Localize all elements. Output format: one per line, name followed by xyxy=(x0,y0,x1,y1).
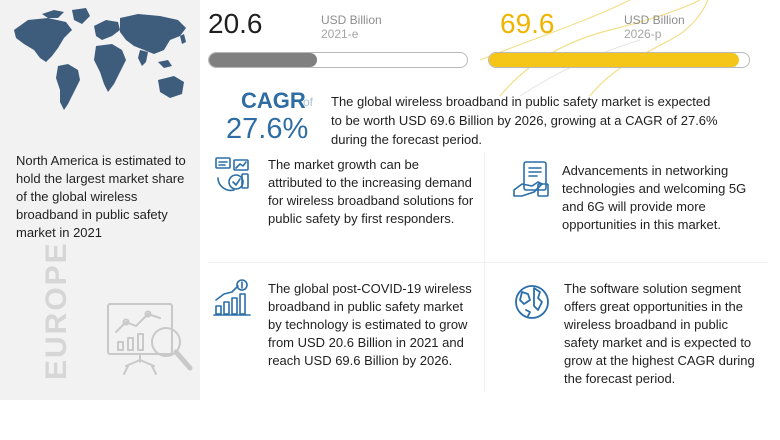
point-software-segment: The software solution segment offers gre… xyxy=(564,281,755,386)
region-highlight: EUROPE xyxy=(40,241,73,380)
networking-technology-icon xyxy=(513,161,549,197)
cagr-value: 27.6% xyxy=(226,113,309,145)
market-value-2021: 20.6 xyxy=(208,8,263,39)
market-period-2026: 2026-p xyxy=(624,27,662,41)
cagr-summary: The global wireless broadband in public … xyxy=(331,94,718,147)
market-bar-2026 xyxy=(488,52,750,68)
point-market-growth: The market growth can be attributed to t… xyxy=(268,157,474,226)
row-divider xyxy=(208,262,768,263)
market-unit-2021: USD Billion xyxy=(321,13,382,27)
decorative-lines xyxy=(479,0,709,96)
cagr-label: CAGR xyxy=(241,88,306,113)
market-bar-fill-2021 xyxy=(209,53,318,67)
data-analysis-icon xyxy=(107,303,193,375)
growth-chart-icon xyxy=(213,279,251,316)
region-description: North America is estimated to hold the l… xyxy=(16,153,186,240)
market-value-2026: 69.6 xyxy=(500,8,555,39)
market-bar-2021 xyxy=(208,52,468,68)
market-bar-fill-2026 xyxy=(489,53,739,67)
world-map xyxy=(14,8,186,110)
market-growth-icon xyxy=(215,157,249,192)
globe-icon xyxy=(515,285,549,319)
market-unit-2026: USD Billion xyxy=(624,13,685,27)
point-networking: Advancements in networking technologies … xyxy=(562,163,747,232)
column-divider xyxy=(484,152,485,392)
region-panel: North America is estimated to hold the l… xyxy=(0,0,200,400)
market-period-2021: 2021-e xyxy=(321,27,359,41)
cagr-of: of xyxy=(303,95,314,109)
point-post-covid: The global post-COVID-19 wireless broadb… xyxy=(268,281,472,368)
